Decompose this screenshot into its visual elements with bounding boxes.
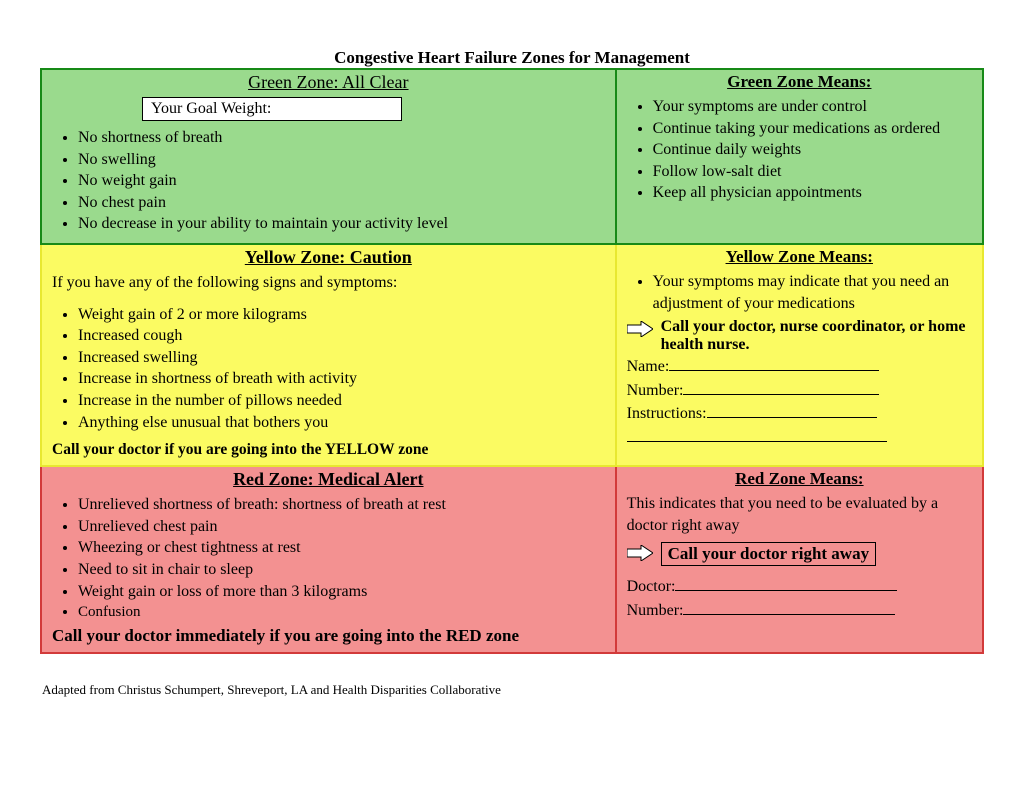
document-title: Congestive Heart Failure Zones for Manag… (40, 48, 984, 68)
list-item: Follow low-salt diet (653, 161, 972, 183)
list-item: Increase in shortness of breath with act… (78, 368, 605, 390)
footnote-text: Adapted from Christus Schumpert, Shrevep… (42, 682, 984, 698)
red-left-cell: Red Zone: Medical Alert Unrelieved short… (41, 466, 616, 653)
red-doctor-field: Doctor: (627, 576, 972, 598)
yellow-intro-text: If you have any of the following signs a… (52, 272, 605, 294)
list-item: Unrelieved chest pain (78, 516, 605, 538)
list-item: No chest pain (78, 192, 605, 214)
yellow-name-field: Name: (627, 356, 972, 378)
green-symptoms-list: No shortness of breath No swelling No we… (52, 127, 605, 235)
green-heading-right: Green Zone Means: (627, 72, 972, 92)
list-item: Unrelieved shortness of breath: shortnes… (78, 494, 605, 516)
red-call-row: Call your doctor right away (627, 542, 972, 566)
green-right-cell: Green Zone Means: Your symptoms are unde… (616, 69, 983, 244)
goal-weight-box: Your Goal Weight: (142, 97, 402, 121)
yellow-right-cell: Yellow Zone Means: Your symptoms may ind… (616, 244, 983, 466)
list-item: Your symptoms may indicate that you need… (653, 271, 972, 314)
list-item: Weight gain or loss of more than 3 kilog… (78, 581, 605, 603)
yellow-call-line: Call your doctor if you are going into t… (52, 441, 605, 459)
red-heading-right: Red Zone Means: (627, 469, 972, 489)
yellow-call-row: Call your doctor, nurse coordinator, or … (627, 318, 972, 354)
yellow-instructions-field: Instructions: (627, 403, 972, 425)
list-item: No shortness of breath (78, 127, 605, 149)
red-call-line: Call your doctor immediately if you are … (52, 626, 605, 646)
list-item: Continue daily weights (653, 139, 972, 161)
yellow-heading-right: Yellow Zone Means: (627, 247, 972, 267)
list-item: Keep all physician appointments (653, 182, 972, 204)
red-means-intro: This indicates that you need to be evalu… (627, 493, 972, 536)
green-left-cell: Green Zone: All Clear Your Goal Weight: … (41, 69, 616, 244)
yellow-symptoms-list: Weight gain of 2 or more kilograms Incre… (52, 304, 605, 434)
yellow-instructions-field-2 (627, 427, 972, 449)
list-item: Wheezing or chest tightness at rest (78, 537, 605, 559)
list-item: No weight gain (78, 170, 605, 192)
list-item: Continue taking your medications as orde… (653, 118, 972, 140)
arrow-right-icon (627, 545, 653, 561)
list-item: Increased swelling (78, 347, 605, 369)
list-item: No swelling (78, 149, 605, 171)
list-item: Increased cough (78, 325, 605, 347)
green-heading-left: Green Zone: All Clear (52, 72, 605, 93)
list-item: Weight gain of 2 or more kilograms (78, 304, 605, 326)
red-right-cell: Red Zone Means: This indicates that you … (616, 466, 983, 653)
yellow-heading-left: Yellow Zone: Caution (52, 247, 605, 268)
green-means-list: Your symptoms are under control Continue… (627, 96, 972, 204)
yellow-number-field: Number: (627, 380, 972, 402)
yellow-means-list: Your symptoms may indicate that you need… (627, 271, 972, 314)
list-item: Confusion (78, 602, 605, 622)
red-heading-left: Red Zone: Medical Alert (52, 469, 605, 490)
list-item: Need to sit in chair to sleep (78, 559, 605, 581)
red-symptoms-list: Unrelieved shortness of breath: shortnes… (52, 494, 605, 622)
list-item: Your symptoms are under control (653, 96, 972, 118)
yellow-left-cell: Yellow Zone: Caution If you have any of … (41, 244, 616, 466)
zones-table: Green Zone: All Clear Your Goal Weight: … (40, 68, 984, 654)
list-item: No decrease in your ability to maintain … (78, 213, 605, 235)
list-item: Anything else unusual that bothers you (78, 412, 605, 434)
list-item: Increase in the number of pillows needed (78, 390, 605, 412)
red-number-field: Number: (627, 600, 972, 622)
arrow-right-icon (627, 321, 653, 337)
red-call-action: Call your doctor right away (661, 542, 876, 566)
yellow-call-action: Call your doctor, nurse coordinator, or … (661, 318, 972, 354)
